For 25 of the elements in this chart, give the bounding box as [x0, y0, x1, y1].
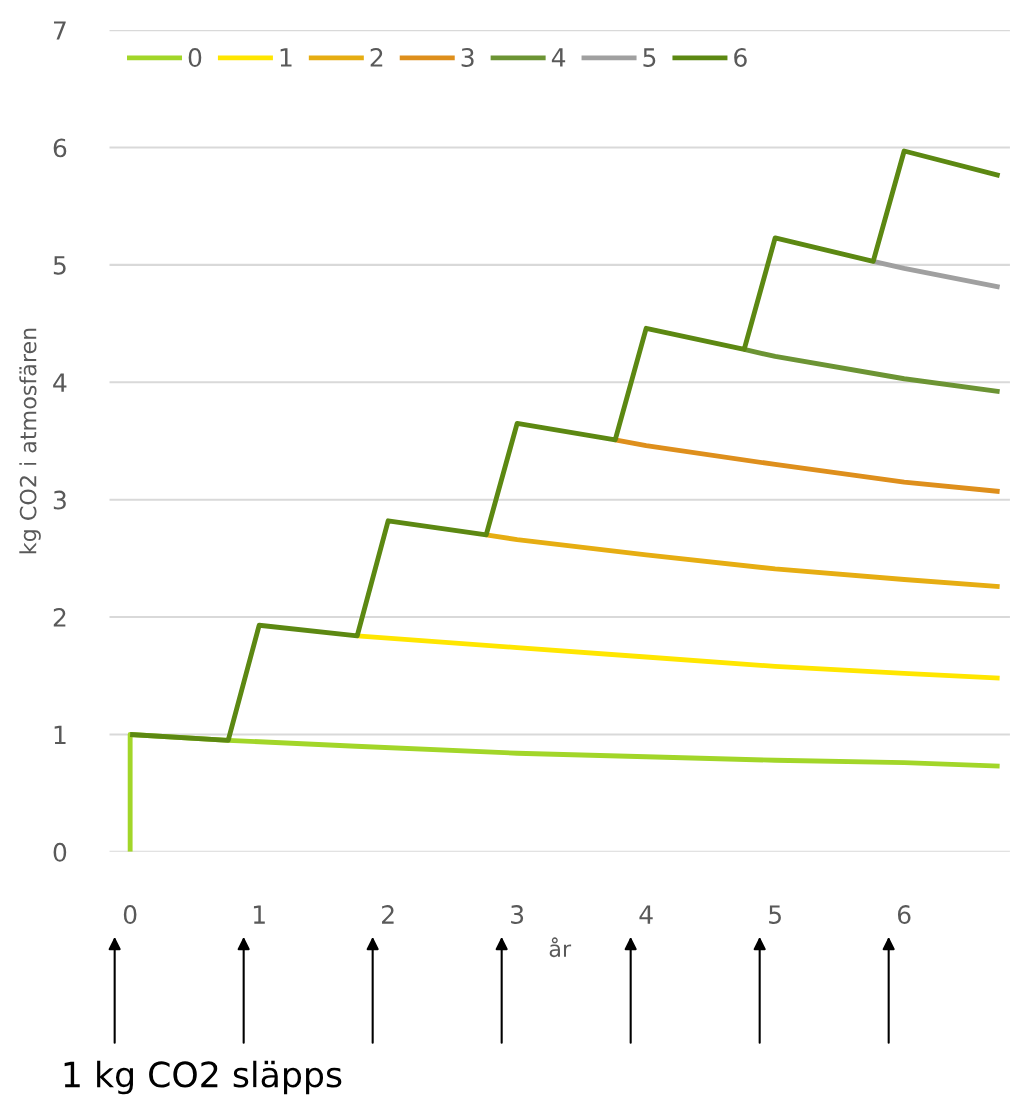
y-tick-label: 1	[54, 725, 66, 744]
legend-label: 4	[551, 48, 566, 67]
x-tick-label: 5	[769, 905, 781, 924]
legend-label: 3	[461, 48, 474, 67]
y-tick-label: 7	[53, 21, 66, 40]
y-tick-label: 6	[53, 138, 67, 158]
y-tick-label: 0	[53, 842, 67, 862]
y-tick-label: 3	[53, 490, 66, 510]
legend-label: 1	[280, 48, 292, 67]
y-tick-label: 5	[53, 256, 66, 275]
legend-label: 2	[370, 48, 383, 67]
legend-label: 0	[188, 48, 202, 67]
legend-label: 6	[734, 48, 747, 67]
x-axis-title: år	[549, 937, 572, 958]
x-tick-label: 0	[123, 905, 137, 924]
x-tick-label: 3	[511, 905, 524, 924]
y-axis-title: kg CO2 i atmosfären	[19, 328, 41, 554]
x-tick-label: 4	[639, 905, 653, 924]
x-tick-label: 6	[897, 905, 911, 924]
x-tick-label: 2	[382, 905, 394, 924]
y-tick-label: 2	[53, 608, 66, 627]
text: 1 kg CO2 släpps	[64, 1060, 342, 1095]
x-tick-label: 1	[253, 905, 265, 924]
legend-label: 5	[643, 48, 656, 67]
y-tick-label: 4	[53, 373, 67, 392]
